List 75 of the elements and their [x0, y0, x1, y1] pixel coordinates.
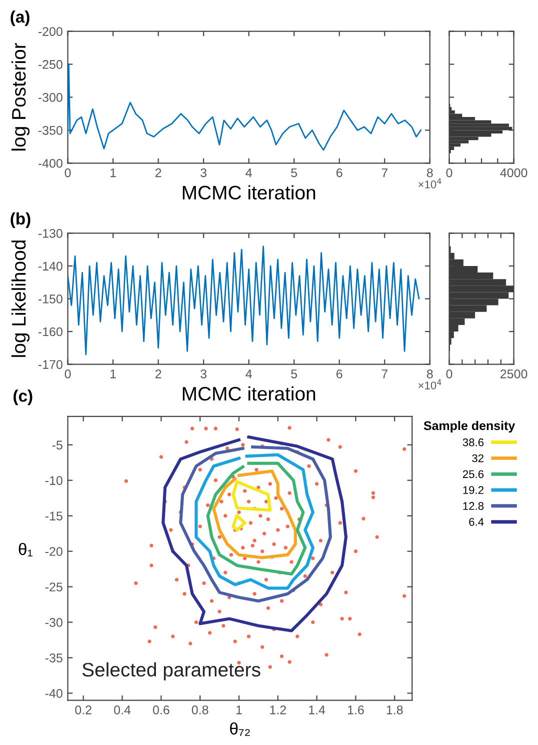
- chart-title: (a): [10, 10, 30, 26]
- x-tick-label: 1.8: [386, 705, 403, 714]
- y-tick-label: -5: [52, 440, 62, 450]
- line-series: [194, 453, 314, 590]
- x-tick-label: 0.2: [75, 705, 92, 714]
- y-tick-label: -40: [45, 689, 62, 698]
- line-series: [206, 462, 307, 576]
- legend-label: 12.8: [463, 502, 484, 510]
- annotation: Selected parameters: [82, 662, 260, 680]
- x-tick-label: 2: [155, 168, 162, 178]
- x-tick-label: 0: [64, 369, 71, 378]
- y-axis-title: log Posterior: [11, 42, 30, 150]
- x-axis-title: θ₇₂: [230, 722, 250, 736]
- chart-title: (b): [10, 212, 30, 228]
- line-series: [162, 436, 348, 632]
- x-tick-label: 6: [336, 369, 342, 378]
- line-series: [212, 470, 297, 560]
- x-tick-label: 0: [64, 168, 71, 178]
- x-tick-label: 5: [291, 370, 298, 378]
- x-tick-label: 1.2: [270, 705, 286, 714]
- y-tick-label: -160: [38, 327, 62, 336]
- x-tick-label: 0: [446, 369, 452, 378]
- y-axis-title: log Likelihood: [11, 240, 30, 357]
- x-tick-label: 8: [426, 369, 433, 378]
- y-tick-label: -300: [38, 93, 62, 102]
- y-tick-label: -200: [38, 27, 62, 36]
- x-tick-label: 0: [446, 168, 452, 178]
- line-series: [68, 64, 422, 151]
- legend-label: 32: [472, 454, 484, 462]
- legend-label: 6.4: [469, 518, 484, 526]
- y-tick-label: -10: [45, 476, 62, 485]
- x-tick-label: 4000: [500, 168, 528, 178]
- x-tick-label: 7: [382, 370, 388, 378]
- x-tick-label: 4: [246, 370, 252, 378]
- text: ×10$^{4}$: [418, 178, 442, 188]
- y-tick-label: -130: [38, 228, 62, 238]
- x-axis-title: MCMC iteration: [182, 185, 316, 200]
- x-tick-label: 0.4: [114, 705, 131, 714]
- legend-title: Sample density: [424, 420, 516, 433]
- legend-label: 25.6: [462, 470, 484, 478]
- y-tick-label: -35: [45, 654, 62, 662]
- legend-label: 38.6: [462, 438, 484, 446]
- x-tick-label: 2500: [500, 369, 528, 378]
- x-tick-label: 5: [291, 168, 298, 178]
- x-axis-title: MCMC iteration: [182, 386, 316, 401]
- line-series: [179, 445, 332, 602]
- y-tick-label: -350: [38, 126, 62, 135]
- x-tick-label: 8: [426, 168, 433, 178]
- x-tick-label: 1.4: [309, 706, 326, 714]
- x-tick-label: 1: [236, 706, 242, 714]
- x-tick-label: 3: [200, 369, 206, 378]
- line-series: [68, 246, 420, 356]
- y-axis-title: θ₁: [18, 542, 32, 556]
- y-tick-label: -170: [38, 360, 62, 369]
- x-tick-label: 4: [246, 168, 252, 178]
- x-tick-label: 6: [336, 168, 342, 178]
- text: ×10$^{4}$: [418, 379, 442, 390]
- y-tick-label: -25: [45, 582, 62, 592]
- x-tick-label: 0.6: [152, 705, 170, 714]
- chart-title: (c): [14, 390, 32, 406]
- x-tick-label: 1.6: [348, 705, 364, 714]
- y-tick-label: -250: [38, 60, 62, 69]
- y-tick-label: -15: [45, 512, 62, 520]
- y-tick-label: -400: [38, 158, 62, 168]
- x-tick-label: 0.8: [192, 705, 208, 714]
- y-tick-label: -150: [38, 294, 62, 304]
- x-tick-label: 1: [110, 370, 116, 378]
- legend-label: 19.2: [463, 486, 484, 494]
- y-tick-label: -30: [45, 618, 62, 627]
- x-tick-label: 7: [382, 168, 388, 178]
- x-tick-label: 2: [155, 369, 162, 378]
- y-tick-label: -140: [38, 262, 62, 271]
- y-tick-label: -20: [45, 547, 62, 556]
- x-tick-label: 1: [110, 168, 116, 178]
- x-tick-label: 3: [200, 168, 206, 178]
